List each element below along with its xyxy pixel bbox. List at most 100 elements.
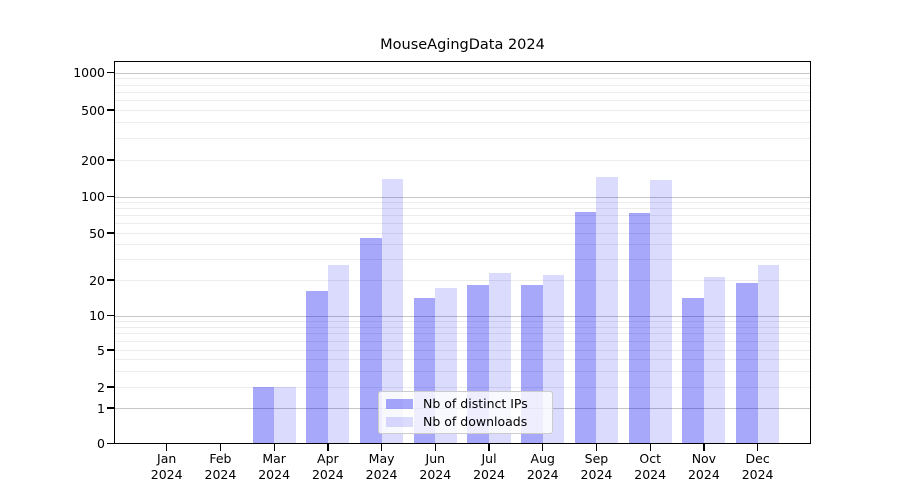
y-tick-label: 50 (89, 225, 105, 241)
y-tick-label: 20 (89, 272, 105, 288)
gridline-minor (115, 320, 810, 322)
legend-label-downloads: Nb of downloads (423, 414, 528, 429)
bar-downloads (703, 277, 726, 444)
gridline-major (115, 315, 810, 317)
bar-downloads (381, 178, 404, 444)
gridline-minor (115, 333, 810, 335)
gridline-minor (115, 340, 810, 342)
bar-distinct-ips (628, 213, 651, 444)
x-tick-label: Feb 2024 (184, 451, 256, 482)
x-tick-label-line: 2024 (311, 466, 344, 482)
y-tick-label: 1 (97, 400, 105, 416)
x-tick-mark (273, 444, 275, 451)
x-tick-mark (542, 444, 544, 451)
bar-distinct-ips (252, 387, 275, 444)
y-tick-mark (107, 232, 114, 234)
x-tick-label: Jun 2024 (399, 451, 471, 482)
y-tick-mark (107, 386, 114, 388)
x-tick-label-line: Oct (639, 451, 661, 466)
gridline-minor (115, 202, 810, 204)
x-tick-mark (434, 444, 436, 451)
bar-distinct-ips (736, 282, 758, 444)
x-tick-label-line: 2024 (419, 466, 452, 482)
x-tick-mark (380, 444, 383, 451)
y-tick-label: 200 (81, 152, 105, 168)
gridline-minor (115, 84, 810, 86)
gridline-minor (115, 160, 810, 161)
x-tick-label: Aug 2024 (507, 451, 579, 482)
x-tick-label-line: Nov (691, 451, 717, 466)
x-tick-mark (166, 444, 168, 451)
gridline-minor (115, 370, 810, 372)
x-tick-mark (488, 444, 490, 451)
y-tick-label: 10 (89, 308, 105, 324)
gridline-minor (115, 326, 810, 328)
y-tick-label: 100 (81, 189, 105, 205)
x-tick-label-line: Sep (584, 451, 609, 466)
gridline-minor (115, 137, 810, 139)
bar-downloads (596, 176, 619, 444)
x-tick-label: Sep 2024 (560, 451, 632, 482)
x-tick-mark (649, 444, 651, 451)
gridline-minor (115, 122, 810, 124)
bar-downloads (650, 180, 672, 444)
chart-title: MouseAgingData 2024 (380, 37, 545, 53)
y-tick-mark (107, 196, 114, 198)
x-tick-label: Oct 2024 (614, 451, 686, 482)
legend-swatch-downloads (386, 416, 413, 427)
x-tick-label-line: Apr (317, 451, 339, 466)
gridline-minor (115, 215, 810, 217)
gridline-minor (115, 350, 810, 351)
x-tick-label: Nov 2024 (668, 451, 740, 482)
y-tick-mark (107, 315, 114, 317)
y-tick-mark (107, 442, 114, 445)
gridline-minor (115, 280, 810, 281)
bar-downloads (757, 264, 780, 444)
x-tick-mark (219, 444, 222, 451)
gridline-minor (115, 359, 810, 360)
x-tick-label-line: 2024 (365, 466, 398, 482)
x-tick-label-line: 2024 (204, 466, 237, 482)
gridline-major (115, 72, 810, 74)
bar-distinct-ips (359, 238, 382, 444)
y-tick-mark (107, 72, 114, 74)
y-tick-label: 500 (81, 102, 105, 118)
y-tick-label: 2 (97, 379, 105, 395)
x-tick-mark (703, 444, 705, 451)
legend-item-downloads: Nb of downloads (386, 414, 545, 429)
x-tick-label: Dec 2024 (722, 451, 794, 482)
bar-downloads (274, 387, 296, 444)
gridline-minor (115, 223, 810, 225)
x-tick-label-line: 2024 (687, 466, 720, 482)
gridline-minor (115, 100, 810, 102)
x-tick-mark (595, 444, 598, 451)
y-tick-mark (107, 407, 114, 409)
x-tick-label: Mar 2024 (238, 451, 310, 482)
y-tick-label: 1000 (73, 65, 105, 81)
x-tick-label-line: Jan (157, 451, 177, 466)
bar-distinct-ips (574, 211, 597, 444)
y-tick-label: 5 (97, 342, 105, 358)
x-tick-label-line: Dec (745, 451, 770, 466)
x-tick-label: Apr 2024 (292, 451, 364, 482)
bar-downloads (327, 264, 350, 444)
gridline-major (115, 196, 810, 198)
bar-distinct-ips (682, 298, 704, 444)
bar-distinct-ips (306, 291, 328, 444)
y-tick-mark (107, 279, 114, 281)
x-tick-label-line: 2024 (634, 466, 667, 482)
x-tick-label-line: 2024 (526, 466, 559, 482)
x-tick-mark (757, 444, 759, 451)
x-tick-label-line: Aug (530, 451, 555, 466)
x-tick-label-line: Feb (209, 451, 232, 466)
y-tick-label: 0 (97, 436, 105, 451)
gridline-minor (115, 91, 810, 93)
legend-label-distinct-ips: Nb of distinct IPs (423, 396, 528, 411)
x-tick-label-line: Jul (481, 451, 497, 466)
y-tick-mark (107, 109, 114, 111)
y-tick-mark (107, 159, 114, 161)
gridline-minor (115, 244, 810, 246)
x-tick-label-line: Mar (262, 451, 286, 466)
